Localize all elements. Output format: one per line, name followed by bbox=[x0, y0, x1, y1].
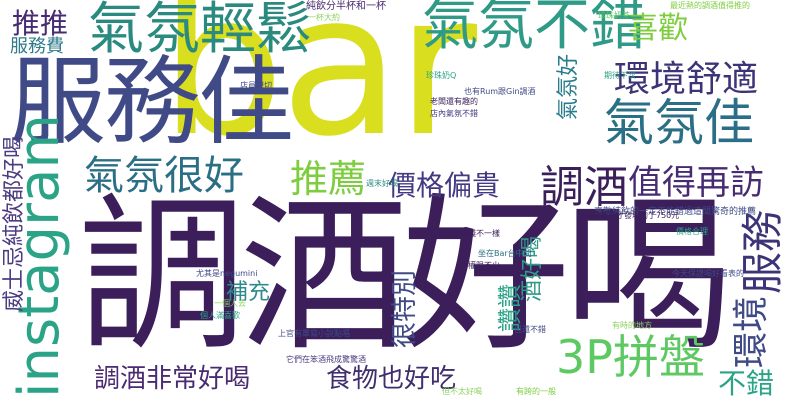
word-small-26: 週末好喝 bbox=[366, 179, 398, 188]
word-small-27: 有跨的一般 bbox=[516, 387, 556, 396]
word-small-10: 店內氣氛不錯 bbox=[430, 109, 478, 118]
word-huanjing: 環境 bbox=[731, 295, 772, 368]
word-small-9: 老闆還有趣的 bbox=[430, 97, 478, 106]
word-fuwujia: 服務佳 bbox=[10, 46, 294, 158]
word-small-19: 但不太好喝 bbox=[442, 387, 482, 396]
word-small-11: 店員親切 bbox=[240, 81, 272, 90]
word-small-21: 但還不錯 bbox=[514, 325, 546, 334]
word-small-5: 期待下次 bbox=[604, 71, 636, 80]
word-small-17: 它們在笨酒飛成驚驚酒 bbox=[286, 355, 366, 364]
word-small-25: 權限不少 bbox=[468, 261, 500, 270]
word-tiaojiu-feichang-haohe: 調酒非常好喝 bbox=[94, 364, 251, 394]
word-qifen-bucuo: 氣氛不錯 bbox=[422, 0, 646, 58]
word-small-8: 珍珠奶Q bbox=[426, 71, 457, 80]
word-small-14: 坐在Bar台中間 bbox=[478, 249, 532, 258]
word-small-24: 一個人去 bbox=[214, 299, 246, 308]
word-tuijian: 推薦 bbox=[290, 157, 367, 201]
word-small-2: 珍珠奶茶 bbox=[598, 11, 630, 20]
word-small-18: 個人滿喜歡 bbox=[200, 311, 240, 320]
word-jiage-piangui: 價格偏貴 bbox=[388, 169, 501, 202]
word-huanjing-shushi: 環境舒適 bbox=[614, 59, 759, 100]
word-qifen-hao: 氣氛好 bbox=[556, 53, 581, 120]
word-tuitui: 推推 bbox=[12, 7, 69, 40]
word-qifen-qingsong: 氣氛輕鬆 bbox=[88, 0, 312, 62]
word-small-15: 尤其是negumini bbox=[196, 269, 258, 278]
word-jiu-haohe: 酒好喝 bbox=[520, 235, 545, 302]
word-buchong: 補充 bbox=[226, 280, 271, 305]
word-bar: bar bbox=[160, 0, 477, 180]
word-tiaojiu: 調酒 bbox=[540, 162, 628, 213]
word-small-7: 也有Rum跟Gin調酒 bbox=[464, 87, 536, 96]
word-zhide-zaifang: 值得再訪 bbox=[628, 163, 764, 203]
word-small-22: 價格合理 bbox=[676, 227, 708, 236]
word-3p-pinpan: 3P拼盤 bbox=[556, 330, 706, 384]
word-weishiji: 威士忌純飲都好喝 bbox=[2, 135, 27, 312]
word-small-12: 價錢不一樣 bbox=[460, 229, 500, 238]
word-small-1: 純飲分半杯和一杯 bbox=[306, 1, 386, 12]
word-shiwu-ye-haochi: 食物也好吃 bbox=[326, 364, 457, 394]
word-tiaojiu-haohe: 調酒好喝 bbox=[78, 178, 732, 374]
word-qifen-jia: 氣氛佳 bbox=[604, 94, 754, 152]
word-bucuo: 不錯 bbox=[718, 367, 775, 400]
word-qifen-henhao: 氣氛很好 bbox=[84, 153, 244, 199]
word-small-3: 一杯大約 bbox=[308, 13, 340, 22]
word-small-23: 有時的地方 bbox=[612, 321, 652, 330]
word-fuwu: 服務 bbox=[738, 209, 787, 294]
word-small-16: 上官有單寫小說點唱 bbox=[278, 329, 350, 338]
word-hen-tebie: 很特別 bbox=[390, 269, 420, 348]
word-small-20: 今天保證喝好看表的 bbox=[672, 269, 744, 278]
word-fuwufei: 服務費 bbox=[10, 36, 64, 57]
word-small-13: 回家看帳單才發現約了750元 bbox=[576, 211, 680, 220]
word-small-6: 喜歡純飲的一定不能錯過這間驚奇的推薦 bbox=[594, 207, 757, 217]
word-small-4: 最近熱的調酒值得推的 bbox=[670, 1, 750, 10]
word-xihuan: 喜歡 bbox=[628, 11, 688, 46]
